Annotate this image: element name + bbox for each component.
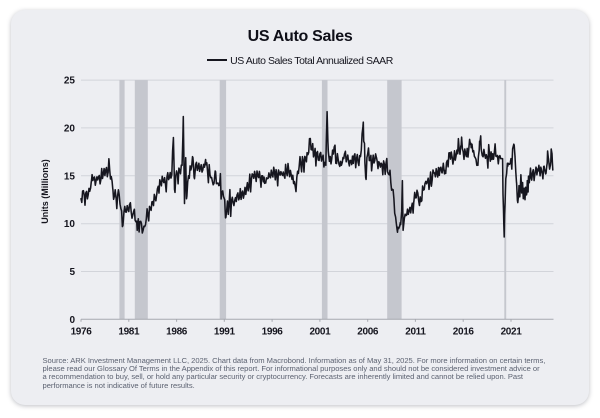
svg-text:2011: 2011: [405, 327, 426, 338]
svg-text:2006: 2006: [357, 327, 379, 338]
svg-text:1996: 1996: [262, 327, 284, 338]
svg-text:1991: 1991: [214, 327, 236, 338]
svg-text:1976: 1976: [71, 327, 93, 338]
svg-text:10: 10: [64, 219, 76, 230]
svg-text:Units (Millions): Units (Millions): [40, 159, 50, 224]
svg-text:1981: 1981: [118, 327, 140, 338]
svg-text:0: 0: [69, 315, 75, 326]
svg-text:5: 5: [69, 267, 75, 278]
svg-text:25: 25: [64, 76, 76, 87]
svg-text:15: 15: [64, 171, 76, 182]
svg-text:2021: 2021: [501, 327, 523, 338]
svg-text:20: 20: [64, 123, 76, 134]
svg-text:1986: 1986: [166, 327, 188, 338]
svg-text:2016: 2016: [453, 327, 475, 338]
svg-text:2001: 2001: [309, 327, 331, 338]
